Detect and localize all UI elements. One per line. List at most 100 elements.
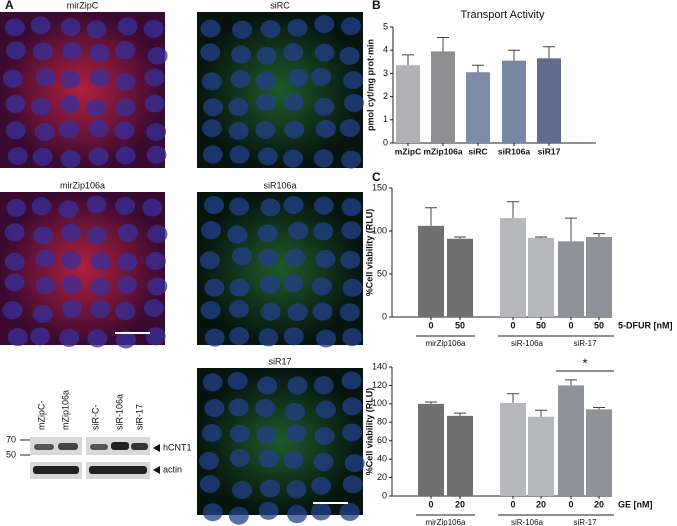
- nucleus: [287, 505, 308, 524]
- nucleus: [315, 329, 336, 348]
- nucleus: [90, 300, 111, 319]
- nucleus: [255, 399, 276, 418]
- nucleus: [90, 68, 111, 87]
- nucleus: [286, 424, 307, 443]
- nucleus: [283, 149, 304, 168]
- bar: [500, 402, 526, 496]
- nucleus: [87, 329, 108, 348]
- band-label: hCNT1: [163, 442, 192, 452]
- nucleus: [117, 275, 138, 294]
- nucleus: [313, 376, 334, 395]
- nucleus: [339, 46, 360, 65]
- error-bar: [402, 54, 414, 66]
- nucleus: [35, 68, 56, 87]
- error-bar: [454, 236, 466, 239]
- nucleus: [315, 400, 336, 419]
- micrograph-bg: [197, 12, 363, 168]
- nucleus: [145, 251, 166, 270]
- y-tick-label: 40: [377, 454, 387, 464]
- image-label: siR17: [268, 356, 291, 366]
- micrograph-bg: [0, 192, 165, 345]
- nucleus: [260, 302, 281, 321]
- band-label: actin: [163, 464, 182, 474]
- annotation: *: [582, 355, 587, 370]
- error-bar: [593, 407, 605, 410]
- x-tick-label: 0: [428, 499, 433, 509]
- nucleus: [30, 16, 51, 35]
- nucleus: [35, 276, 56, 295]
- nucleus: [4, 252, 25, 271]
- nucleus: [342, 475, 363, 494]
- band: [111, 442, 129, 450]
- chart-title: Transport Activity: [461, 9, 545, 21]
- bar: [447, 238, 473, 317]
- lane-label: siR-17: [134, 404, 144, 430]
- nucleus: [339, 119, 360, 138]
- x-axis-label: GE [nM]: [618, 499, 653, 509]
- nucleus: [202, 503, 223, 522]
- nucleus: [143, 299, 164, 318]
- nucleus: [200, 19, 221, 38]
- nucleus: [204, 399, 225, 418]
- lane-label: siR-C-: [90, 405, 100, 431]
- bar: [528, 416, 554, 496]
- x-tick-label: mZipC: [395, 146, 421, 156]
- nucleus: [114, 121, 135, 140]
- panel-label: A: [5, 0, 14, 12]
- nucleus: [200, 475, 221, 494]
- nucleus: [115, 72, 136, 91]
- nucleus: [5, 121, 26, 140]
- nucleus: [286, 480, 307, 499]
- micrograph-bg: [197, 192, 363, 345]
- nucleus: [287, 18, 308, 37]
- nucleus: [90, 252, 111, 271]
- nucleus: [2, 69, 23, 88]
- nucleus: [344, 454, 365, 473]
- nucleus: [115, 146, 136, 165]
- y-tick-label: 0: [382, 311, 387, 321]
- bar: [502, 60, 526, 143]
- panel-label: C: [372, 170, 381, 184]
- nucleus: [31, 197, 52, 216]
- nucleus: [283, 43, 304, 62]
- group-label: siR-17: [573, 518, 597, 526]
- error-bar: [535, 236, 547, 238]
- nucleus: [147, 277, 168, 296]
- y-axis-label: %Cell viability (RLU): [364, 388, 374, 476]
- y-tick-label: 50: [377, 268, 387, 278]
- bar: [431, 51, 455, 143]
- nucleus: [61, 275, 82, 294]
- lane-label: mZipC-: [36, 401, 46, 431]
- nucleus: [32, 304, 53, 323]
- x-tick-label: siR106a: [498, 146, 530, 156]
- nucleus: [229, 145, 250, 164]
- bar: [586, 237, 612, 317]
- nucleus: [341, 198, 362, 217]
- micrograph: [0, 12, 168, 169]
- nucleus: [228, 398, 249, 417]
- x-tick-label: 50: [536, 320, 546, 330]
- x-tick-label: 0: [510, 320, 515, 330]
- band: [131, 443, 148, 450]
- nucleus: [287, 303, 308, 322]
- nucleus: [146, 122, 167, 141]
- nucleus: [341, 371, 362, 390]
- error-bar: [437, 36, 449, 52]
- nucleus: [288, 221, 309, 240]
- nucleus: [228, 506, 249, 525]
- nucleus: [229, 197, 250, 216]
- nucleus: [86, 20, 107, 39]
- nucleus: [88, 119, 109, 138]
- nucleus: [59, 328, 80, 347]
- nucleus: [229, 449, 250, 468]
- error-bar: [543, 46, 555, 59]
- nucleus: [255, 121, 276, 140]
- nucleus: [283, 274, 304, 293]
- nucleus: [313, 453, 334, 472]
- nucleus: [62, 41, 83, 60]
- nucleus: [283, 327, 304, 346]
- nucleus: [4, 273, 25, 292]
- x-tick-label: 0: [568, 499, 573, 509]
- nucleus: [227, 225, 248, 244]
- nucleus: [257, 376, 278, 395]
